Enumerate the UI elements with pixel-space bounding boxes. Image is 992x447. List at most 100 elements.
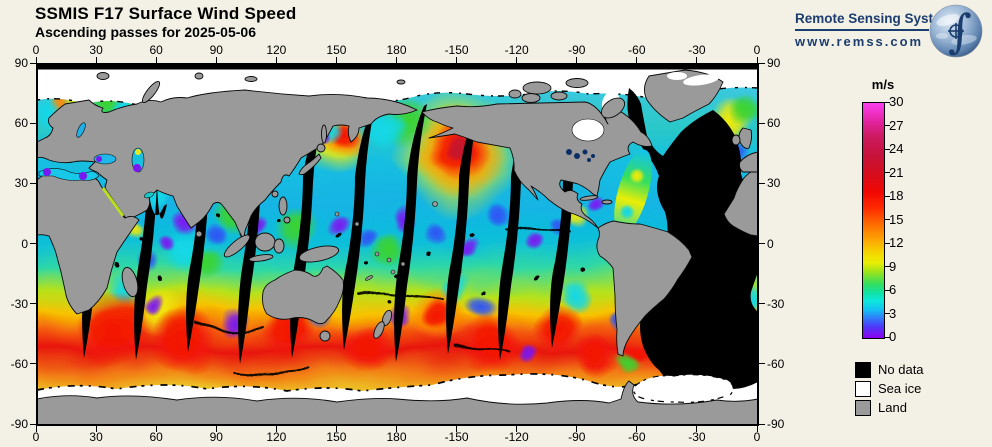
legend-swatch xyxy=(855,361,871,378)
legend-item: Sea ice xyxy=(855,379,924,398)
lat-label-right: 60 xyxy=(767,116,781,131)
colorbar-tick xyxy=(884,125,890,127)
lon-label-bottom: 30 xyxy=(89,430,103,444)
land-java xyxy=(248,254,274,262)
lon-tick-top xyxy=(335,57,337,63)
map-frame xyxy=(37,64,758,425)
polar-no-data-bar xyxy=(37,64,758,70)
sea-ice-weddell xyxy=(632,374,734,403)
lon-tick-top xyxy=(215,57,217,63)
no-data-swath xyxy=(134,176,167,360)
lon-label-bottom: 120 xyxy=(266,430,287,444)
colorbar-tick xyxy=(884,101,890,103)
lon-label-top: 30 xyxy=(89,43,103,57)
legend-item: No data xyxy=(855,360,924,379)
land-tasmania xyxy=(319,330,331,342)
lon-label-top: 90 xyxy=(209,43,223,57)
land-srilanka xyxy=(195,230,203,238)
lon-tick-top xyxy=(95,57,97,63)
lon-label-bottom: 150 xyxy=(326,430,347,444)
lon-label-top: 0 xyxy=(753,43,761,57)
lat-label-left: 90 xyxy=(14,56,28,70)
no-data-region-atlantic xyxy=(627,88,758,390)
land-sulawesi xyxy=(273,238,285,254)
rss-logo-name: Remote Sensing Systems xyxy=(795,11,961,26)
lon-label-top: 120 xyxy=(266,43,287,57)
lon-tick-bottom xyxy=(696,426,698,432)
land-madagascar xyxy=(121,266,139,298)
land-borneo xyxy=(254,232,276,252)
lat-tick-left xyxy=(30,423,36,425)
red-sea xyxy=(101,187,125,217)
lat-label-left: -30 xyxy=(10,296,28,311)
lat-tick-left xyxy=(30,363,36,365)
lat-label-left: 0 xyxy=(21,236,28,251)
greenland-ice xyxy=(683,74,719,86)
lon-label-top: 180 xyxy=(386,43,407,57)
earth-globe-icon: ∫ xyxy=(929,4,983,58)
lat-tick-right xyxy=(759,122,765,124)
lon-tick-top xyxy=(636,57,638,63)
page-title: SSMIS F17 Surface Wind Speed xyxy=(35,4,297,23)
lat-tick-left xyxy=(30,62,36,64)
baltic-sea xyxy=(76,122,86,138)
lon-tick-bottom xyxy=(215,426,217,432)
no-data-swath xyxy=(238,102,271,364)
no-data-swath xyxy=(498,110,531,360)
legend-label: No data xyxy=(878,362,924,377)
legend-swatch xyxy=(855,399,871,416)
lat-label-left: -60 xyxy=(10,356,28,371)
lat-label-left: 30 xyxy=(14,176,28,191)
colorbar-tick xyxy=(884,313,890,315)
lon-label-bottom: 0 xyxy=(753,430,761,444)
colorbar-tick-label: 30 xyxy=(889,94,904,109)
lon-label-top: -60 xyxy=(628,43,646,57)
lon-label-bottom: 60 xyxy=(149,430,163,444)
lon-label-bottom: -30 xyxy=(688,430,706,444)
world-map xyxy=(36,63,759,426)
great-lakes xyxy=(566,149,595,162)
colorbar-tick-label: 15 xyxy=(889,211,904,227)
lon-label-bottom: 0 xyxy=(32,430,40,444)
no-data-swaths xyxy=(82,102,583,364)
lon-tick-top xyxy=(516,57,518,63)
land-australia xyxy=(262,265,344,325)
lon-tick-top xyxy=(35,57,37,63)
legend-label: Sea ice xyxy=(878,381,922,396)
lon-tick-bottom xyxy=(35,426,37,432)
lat-tick-left xyxy=(30,243,36,244)
land-arctic-islands xyxy=(522,81,552,95)
land-japan xyxy=(298,153,322,176)
lon-label-top: -30 xyxy=(688,43,706,57)
rss-logo-url[interactable]: www.remss.com xyxy=(795,34,924,49)
lon-tick-bottom xyxy=(516,426,518,432)
lat-label-right: -30 xyxy=(767,296,785,311)
land-south-america xyxy=(596,220,693,357)
land-cuba xyxy=(579,195,599,201)
lon-tick-bottom xyxy=(275,426,277,432)
colorbar-tick xyxy=(884,195,890,197)
lon-label-bottom: -150 xyxy=(444,430,469,444)
lon-tick-top xyxy=(756,57,758,63)
legend-label: Land xyxy=(878,400,907,415)
colorbar-unit: m/s xyxy=(871,77,895,92)
lat-label-right: 90 xyxy=(767,56,781,70)
colorbar-tick-label: 0 xyxy=(889,329,897,344)
lon-tick-bottom xyxy=(636,426,638,432)
lon-label-bottom: 180 xyxy=(386,430,407,444)
no-data-swath xyxy=(394,104,427,362)
lat-label-right: 30 xyxy=(767,176,781,191)
colorbar-tick xyxy=(884,266,890,268)
atlantic-data-band xyxy=(614,149,652,235)
land-britain xyxy=(738,127,753,149)
colorbar-tick xyxy=(884,148,890,150)
colorbar-tick-label: 3 xyxy=(889,305,897,321)
lat-tick-left xyxy=(30,182,36,184)
land-novaya-zemlya xyxy=(141,81,161,103)
legend-swatch xyxy=(855,380,871,397)
land-baffin xyxy=(600,97,626,119)
lon-label-bottom: -90 xyxy=(568,430,586,444)
land-taiwan xyxy=(271,190,279,198)
lon-tick-top xyxy=(396,57,397,63)
lon-label-top: 0 xyxy=(32,43,40,57)
